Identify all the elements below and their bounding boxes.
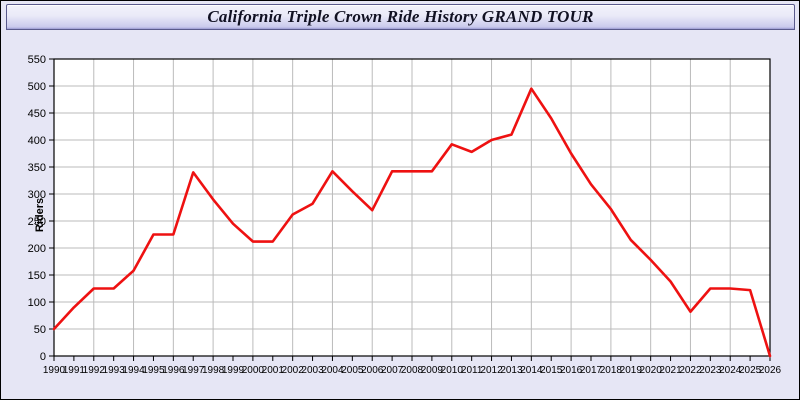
x-axis-tick-label: 2011	[461, 365, 483, 376]
x-axis-tick-label: 2023	[699, 365, 722, 376]
chart-title: California Triple Crown Ride History GRA…	[207, 7, 594, 26]
x-axis-tick-label: 2000	[242, 365, 265, 376]
x-axis-tick-label: 2004	[321, 365, 344, 376]
x-axis-tick-label: 2008	[401, 365, 424, 376]
y-axis-tick-label: 500	[28, 81, 46, 93]
y-axis-tick-label: 300	[28, 189, 46, 201]
x-axis-tick-label: 2001	[262, 365, 285, 376]
y-axis-tick-label: 150	[28, 270, 46, 282]
x-axis-tick-label: 2012	[480, 365, 503, 376]
y-axis-tick-label: 50	[34, 324, 46, 336]
y-axis-tick-label: 350	[28, 162, 46, 174]
x-axis-tick-label: 2003	[301, 365, 324, 376]
x-axis-tick-label: 1996	[162, 365, 185, 376]
x-axis-tick-label: 1990	[43, 365, 66, 376]
x-axis-tick-label: 1994	[122, 365, 145, 376]
x-axis-tick-label: 2024	[719, 365, 742, 376]
x-axis-tick-label: 2016	[560, 365, 583, 376]
x-axis-tick-label: 2019	[620, 365, 643, 376]
x-axis-tick-label: 1995	[142, 365, 165, 376]
x-axis-tick-label: 2022	[679, 365, 702, 376]
x-axis-tick-label: 1998	[202, 365, 225, 376]
x-axis-tick-label: 1993	[103, 365, 126, 376]
y-axis-tick-label: 0	[40, 351, 46, 363]
data-series-line-riders	[52, 87, 772, 358]
x-axis-tick-label: 2010	[441, 365, 464, 376]
y-axis-tick-label: 550	[28, 54, 46, 66]
y-axis-tick-label: 250	[28, 216, 46, 228]
x-axis-tick-label: 2025	[739, 365, 762, 376]
chart-title-bar: California Triple Crown Ride History GRA…	[6, 4, 795, 30]
x-axis-tick-label: 2017	[580, 365, 603, 376]
x-axis-tick-label: 1992	[83, 365, 106, 376]
y-axis-tick-label: 450	[28, 108, 46, 120]
x-axis-tick-label: 2018	[600, 365, 623, 376]
line-chart-svg: 0501001502002503003504004505005501990199…	[28, 54, 782, 376]
plot-area-wrapper: Riders 0 50 100 150 200 250 300 350 400 450 500 550…	[1, 31, 799, 399]
x-axis-tick-label: 2014	[520, 365, 543, 376]
y-axis-tick-label: 200	[28, 243, 46, 255]
x-axis-tick-label: 2020	[640, 365, 663, 376]
x-axis-tick-label: 2015	[540, 365, 563, 376]
plot-frame	[53, 58, 771, 357]
y-axis-tick-label: 400	[28, 135, 46, 147]
x-axis-tick-label: 1997	[182, 365, 205, 376]
x-axis-tick-label: 2002	[282, 365, 305, 376]
x-axis-tick-label: 1991	[63, 365, 86, 376]
y-axis-tick-label: 100	[28, 297, 46, 309]
x-axis-tick-label: 2009	[421, 365, 444, 376]
x-axis-tick-label: 2006	[361, 365, 384, 376]
x-axis-tick-label: 2021	[659, 365, 682, 376]
x-axis-tick-label: 2026	[759, 365, 782, 376]
x-axis-tick-label: 2005	[341, 365, 364, 376]
x-axis-tick-label: 1999	[222, 365, 245, 376]
x-axis-tick-label: 2013	[500, 365, 523, 376]
x-axis-tick-label: 2007	[381, 365, 404, 376]
